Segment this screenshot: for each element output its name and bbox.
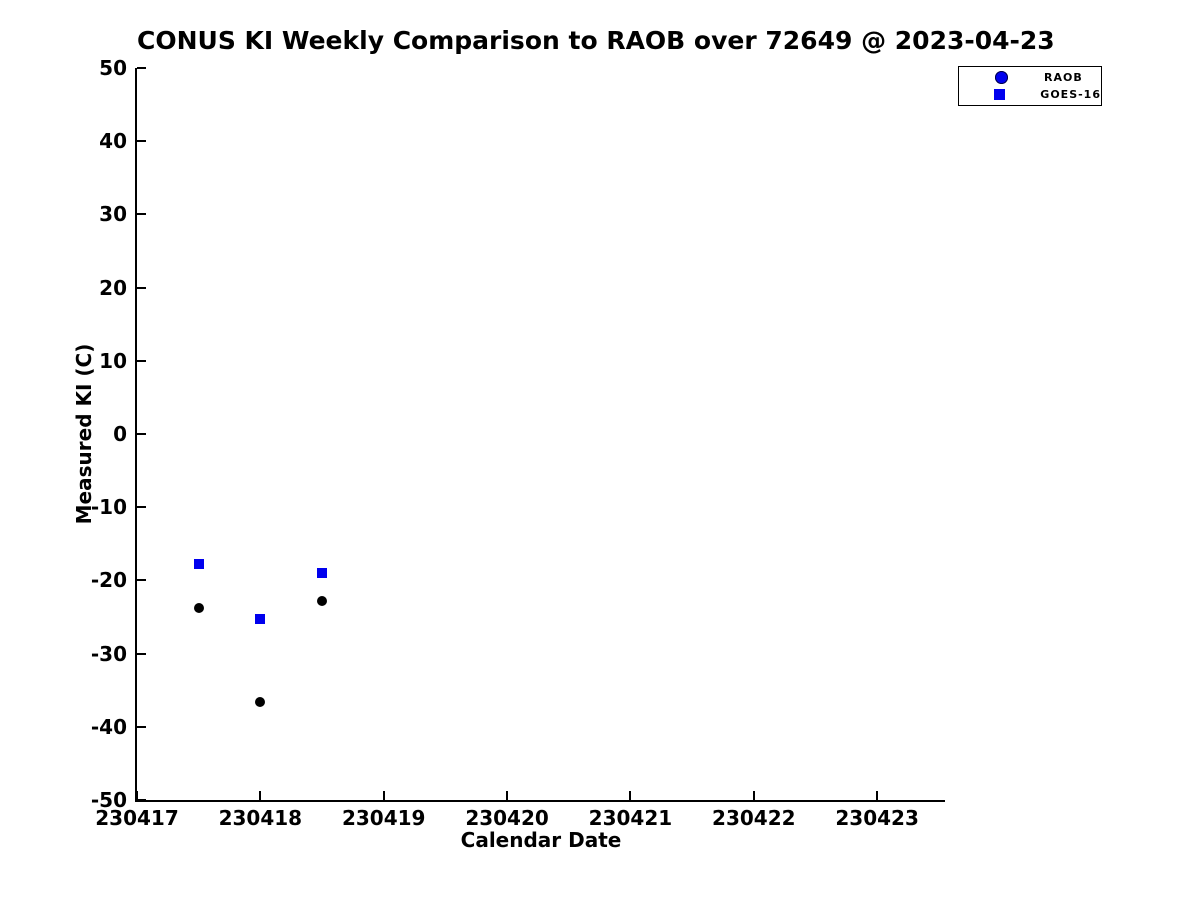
legend-marker-cell <box>959 89 1040 100</box>
y-tick-mark <box>137 433 146 435</box>
y-tick-label: -10 <box>90 495 127 520</box>
legend-label-goes16: GOES-16 <box>1040 88 1101 101</box>
y-tick-label: 50 <box>99 56 127 80</box>
chart-title: CONUS KI Weekly Comparison to RAOB over … <box>137 26 1055 55</box>
goes16-point <box>317 568 328 579</box>
y-tick-mark <box>137 579 146 582</box>
y-tick-label: -50 <box>90 788 127 812</box>
y-tick-mark <box>137 213 146 216</box>
x-tick-label: 230421 <box>588 806 673 830</box>
raob-point <box>317 595 328 606</box>
x-tick-mark <box>876 791 879 800</box>
x-tick-mark <box>752 791 755 800</box>
x-tick-mark <box>136 791 138 800</box>
x-tick-mark <box>629 791 632 800</box>
x-tick-label: 230418 <box>218 806 303 830</box>
y-tick-label: 0 <box>113 422 127 446</box>
y-tick-mark <box>137 725 146 728</box>
y-tick-label: -40 <box>90 714 127 739</box>
raob-point <box>255 696 266 707</box>
y-tick-label: -30 <box>90 641 127 666</box>
raob-point <box>193 603 204 614</box>
y-tick-mark <box>137 799 146 801</box>
goes16-square-marker-icon <box>994 89 1006 100</box>
y-tick-mark <box>137 652 146 655</box>
y-tick-mark <box>137 140 146 143</box>
x-axis-line <box>135 800 945 802</box>
x-tick-label: 230422 <box>712 806 796 830</box>
legend-label-raob: RAOB <box>1044 71 1083 84</box>
y-axis-label: Measured KI (C) <box>72 343 96 525</box>
y-tick-mark <box>137 359 146 362</box>
legend-item-goes16: GOES-16 <box>959 86 1101 103</box>
goes16-point <box>193 559 204 570</box>
y-axis-line <box>135 68 137 802</box>
x-tick-label: 230423 <box>835 806 919 830</box>
legend: RAOB GOES-16 <box>958 66 1102 106</box>
x-tick-mark <box>506 791 509 800</box>
y-tick-label: 40 <box>99 129 127 154</box>
legend-item-raob: RAOB <box>959 69 1101 86</box>
plot-area: 230417 230418 230419 230420 230421 230422 2304… <box>91 56 945 830</box>
y-tick-label: 20 <box>99 275 127 300</box>
y-tick-mark <box>137 67 146 69</box>
x-tick-label: 230419 <box>341 806 426 830</box>
y-tick-mark <box>137 506 146 509</box>
y-tick-label: -20 <box>90 568 127 593</box>
x-tick-mark <box>382 791 385 800</box>
y-tick-label: 30 <box>99 202 127 227</box>
x-tick-label: 230420 <box>465 806 549 830</box>
y-tick-mark <box>137 286 146 289</box>
y-tick-label: 10 <box>99 348 127 373</box>
x-axis-label: Calendar Date <box>460 828 622 852</box>
x-tick-label: 230417 <box>95 806 179 830</box>
x-tick-mark <box>259 791 262 800</box>
raob-circle-marker-icon <box>995 71 1008 84</box>
legend-marker-cell <box>959 71 1044 84</box>
goes16-point <box>255 614 266 625</box>
